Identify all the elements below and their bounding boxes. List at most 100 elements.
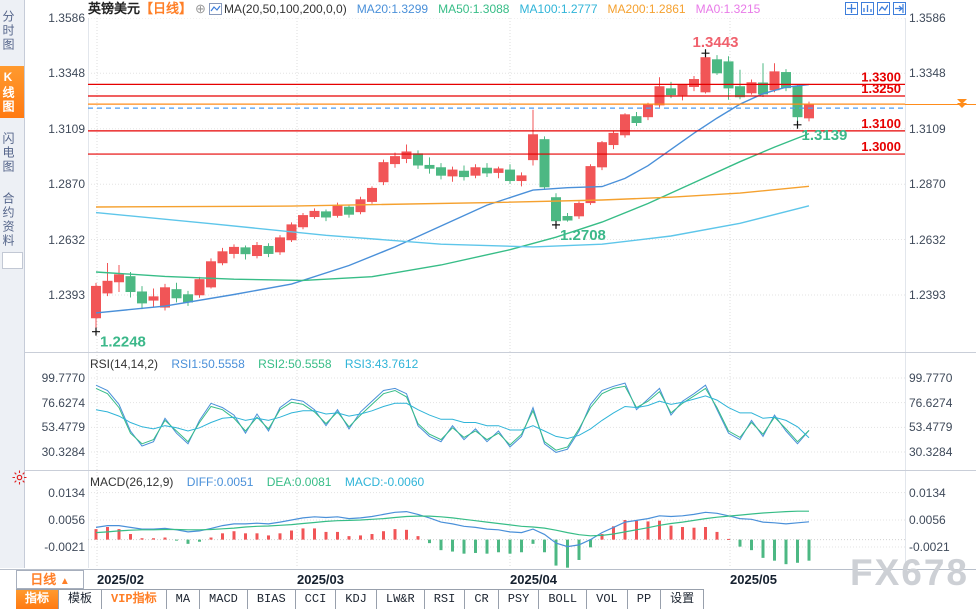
footer-tab-15[interactable]: 设置 [661,590,705,609]
main-y-label: 1.2393 [48,288,85,302]
rsi-y-label: 99.7770 [41,371,85,385]
x-axis-date-1: 2025/03 [297,572,344,587]
current-price-line [905,104,976,105]
footer-tab-0[interactable]: 指标 [16,590,60,609]
main-y-label: 1.3586 [909,11,946,25]
x-axis-date-3: 2025/05 [730,572,777,587]
chart-header: 英镑美元【日线】 ⊕ MA(20,50,100,200,0,0) MA20:1.329… [88,0,760,18]
macd-y-label: 0.0056 [48,513,85,527]
add-indicator-window-icon[interactable] [861,2,874,15]
ma-chart-icon [208,2,222,16]
svg-text:1.3139: 1.3139 [802,127,848,144]
macd-diff-value: DIFF:0.0051 [186,475,254,489]
ma-value-3: MA200:1.2861 [607,2,686,16]
chart-toolbar [845,2,906,15]
footer-tab-12[interactable]: BOLL [539,590,588,609]
ma-value-4: MA0:1.3215 [695,2,761,16]
ma-value-2: MA100:1.2777 [519,2,598,16]
macd-y-label: -0.0021 [909,539,950,554]
footer-tab-6[interactable]: CCI [296,590,337,609]
main-y-label: 1.2393 [909,288,946,302]
macd-y-label: 0.0056 [909,513,946,527]
rsi-y-label: 76.6274 [909,395,953,410]
footer-tab-7[interactable]: KDJ [336,590,377,609]
rsi-y-label: 30.3284 [41,445,85,459]
svg-text:1.3250: 1.3250 [861,81,901,96]
macd-params: MACD(26,12,9) [90,475,174,489]
footer-tab-10[interactable]: CR [465,590,499,609]
rsi-y-label: 99.7770 [909,371,953,385]
ma-settings: MA(20,50,100,200,0,0) [223,2,347,16]
macd-y-label: 0.0134 [48,485,85,500]
ma-value-1: MA50:1.3088 [438,2,510,16]
rsi-y-label: 30.3284 [909,445,953,459]
macd-value: MACD:-0.0060 [344,475,425,489]
main-y-label: 1.2870 [48,177,85,192]
footer-tab-5[interactable]: BIAS [248,590,296,609]
rsi-macd-separator [25,470,976,471]
main-rsi-separator [25,352,976,353]
symbol-name: 英镑美元 [88,1,141,16]
footer-tab-3[interactable]: MA [167,590,201,609]
ma-value-0: MA20:1.3299 [356,2,429,16]
sidebar: 分时图 K线图闪电图合约资料 [0,0,25,568]
watermark: FX678 [850,552,970,593]
sidebar-item-3[interactable]: 合约资料 [1,192,15,248]
main-y-label: 1.3109 [909,121,946,136]
svg-text:1.2248: 1.2248 [100,334,146,351]
macd-panel-canvas[interactable] [88,472,905,568]
rsi-y-label: 76.6274 [41,395,85,410]
rsi-params: RSI(14,14,2) [90,357,159,371]
svg-text:1.3443: 1.3443 [693,34,739,51]
macd-y-label: 0.0134 [909,485,946,500]
main-y-label: 1.2632 [909,232,946,247]
main-y-label: 1.3348 [48,66,85,81]
exit-chart-icon[interactable] [893,2,906,15]
svg-text:1.2708: 1.2708 [560,227,606,244]
svg-text:1.3100: 1.3100 [861,116,901,131]
svg-text:1.3000: 1.3000 [861,139,901,154]
svg-text:1.3300: 1.3300 [861,69,901,84]
period-selector[interactable]: 日线 ▲ [16,570,84,589]
sidebar-item-2[interactable]: 闪电图 [1,132,15,174]
main-y-label: 1.3109 [48,121,85,136]
rsi-y-label: 53.4779 [909,420,953,435]
footer-tab-1[interactable]: 模板 [59,590,103,609]
footer-tab-4[interactable]: MACD [200,590,248,609]
sidebar-item-0[interactable]: 分时图 [1,10,15,52]
footer-tab-11[interactable]: PSY [499,590,540,609]
main-y-label: 1.3586 [48,11,85,25]
period-tag: 【日线】 [140,1,193,16]
footer-tab-2[interactable]: VIP指标 [102,590,167,609]
x-axis-date-2: 2025/04 [510,572,557,587]
rsi-y-label: 53.4779 [41,420,85,435]
add-symbol-icon[interactable]: ⊕ [195,1,206,16]
footer-tab-13[interactable]: VOL [587,590,628,609]
time-axis-row [0,569,976,589]
rsi2-value: RSI2:50.5558 [258,357,332,371]
macd-header: MACD(26,12,9) DIFF:0.0051 DEA:0.0081 MAC… [90,475,424,489]
footer-tab-14[interactable]: PP [628,590,662,609]
main-y-label: 1.3348 [909,66,946,81]
add-chart-panel-icon[interactable] [877,2,890,15]
footer-tab-9[interactable]: RSI [425,590,466,609]
rsi-header: RSI(14,14,2) RSI1:50.5558 RSI2:50.5558 R… [90,357,418,371]
macd-y-label: -0.0021 [44,539,85,554]
sidebar-item-1[interactable]: K线图 [0,66,24,118]
plot-left-border [88,18,89,568]
macd-dea-value: DEA:0.0081 [266,475,332,489]
footer-tab-8[interactable]: LW&R [377,590,425,609]
period-label: 日线 [30,572,57,587]
main-y-label: 1.2870 [909,177,946,192]
ma-values: MA20:1.3299 MA50:1.3088 MA100:1.2777 MA200:… [347,2,761,16]
rsi-panel-canvas[interactable] [88,355,905,470]
crosshair-icon[interactable] [845,2,858,15]
period-arrow-icon: ▲ [59,576,70,587]
plot-right-border [905,18,906,568]
indicator-tab-bar: 指标 模板 VIP指标 MA MACD BIAS CCI KDJ LW&R RSI CR PSY BOL… [16,589,705,609]
sidebar-spacer-box [2,252,23,269]
rsi1-value: RSI1:50.5558 [171,357,245,371]
main-y-label: 1.2632 [48,232,85,247]
x-axis-date-0: 2025/02 [97,572,144,587]
